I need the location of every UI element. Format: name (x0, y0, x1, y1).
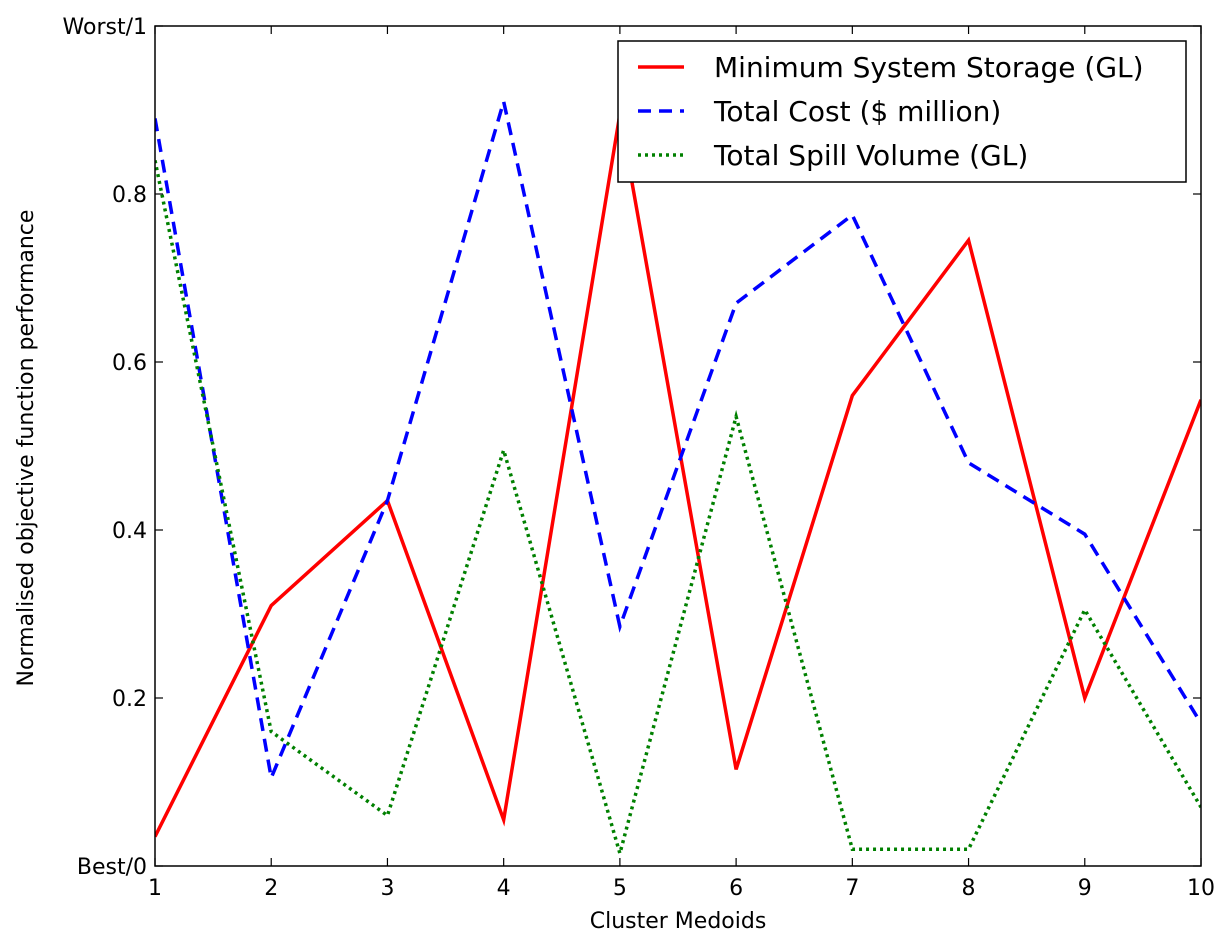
y-axis-title: Normalised objective function performanc… (14, 210, 39, 687)
series-line-2 (155, 101, 1201, 784)
y-tick-label: 0.8 (112, 183, 147, 208)
y-tick-label: Best/0 (77, 855, 147, 880)
legend-label-1: Minimum System Storage (GL) (714, 51, 1144, 84)
x-tick-label: 1 (148, 876, 162, 901)
plot-frame (154, 25, 1202, 867)
y-tick-label: 0.2 (112, 687, 147, 712)
legend-box (617, 40, 1187, 183)
axes-layer: 1 2 3 4 5 6 7 8 9 10 Best/0 0.2 0.4 0.6 0.8 Worst/1 (63, 15, 1215, 901)
series-layer (155, 101, 1201, 860)
series-line-3 (155, 160, 1201, 860)
x-tick-label: 10 (1187, 876, 1215, 901)
x-tick-label: 3 (380, 876, 394, 901)
y-tick-label: Worst/1 (63, 15, 147, 40)
x-tick-label: 2 (264, 876, 278, 901)
y-tick-label: 0.4 (112, 519, 147, 544)
legend: Minimum System Storage (GL) Total Cost ($… (617, 40, 1187, 183)
series-line-1 (155, 113, 1201, 838)
x-tick-label: 6 (729, 876, 743, 901)
legend-label-2: Total Cost ($ million) (713, 95, 1001, 128)
x-tick-label: 4 (497, 876, 511, 901)
x-axis-title: Cluster Medoids (590, 909, 767, 934)
legend-label-3: Total Spill Volume (GL) (713, 139, 1028, 172)
y-tick-label: 0.6 (112, 351, 147, 376)
x-tick-label: 8 (962, 876, 976, 901)
x-tick-label: 7 (845, 876, 859, 901)
x-tick-label: 9 (1078, 876, 1092, 901)
x-tick-label: 5 (613, 876, 627, 901)
